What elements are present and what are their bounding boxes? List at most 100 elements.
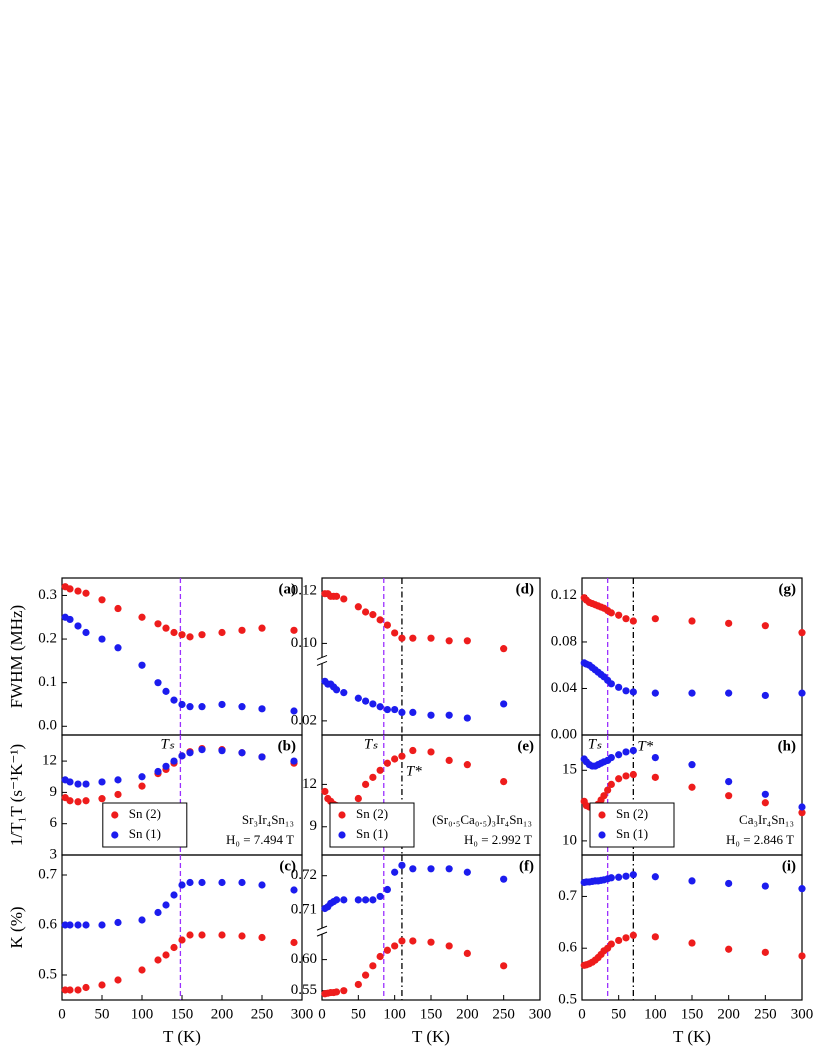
data-point [114,790,122,799]
data-point [218,878,226,887]
x-tick-label: 300 [291,1006,314,1022]
data-point [332,592,341,600]
data-point [186,703,194,711]
axis-break-mark [316,654,328,660]
data-point [383,946,391,954]
sample-label: Sr₃Ir₄Sn₁₃ [242,812,294,827]
y-tick-label: 0.7 [38,866,57,882]
legend-label: Sn (2) [356,806,388,821]
data-point [629,871,637,879]
data-point [369,773,377,781]
data-point [607,753,615,762]
data-point [74,798,82,806]
x-tick-label: 50 [351,1006,366,1022]
y-tick-label: 0.55 [291,982,317,998]
data-point [238,703,246,711]
x-tick-label: 0 [318,1006,326,1022]
data-point [178,700,186,709]
data-point [340,896,348,904]
data-point [369,700,377,708]
data-point [162,762,170,770]
data-point [615,751,623,759]
data-point [463,714,471,722]
data-point [162,687,170,695]
data-point [258,933,266,942]
y-tick-label: 0.6 [558,940,577,956]
data-point [725,777,733,786]
data-point [688,939,696,947]
panel-label: (d) [516,581,534,597]
panel-frame [321,577,541,736]
data-point [332,896,341,904]
x-tick-label: 100 [644,1006,667,1022]
data-point [409,937,417,945]
panel: 0.00 0.04 0.08 0.12 (g) [551,577,806,742]
y-tick-label: 0.71 [291,902,317,918]
data-point [500,777,508,786]
data-point [238,749,246,757]
data-point [340,987,348,995]
data-point [391,629,399,637]
data-point [798,885,806,893]
reference-label: Tₛ [160,736,174,752]
data-point [74,622,82,630]
data-point [761,799,769,807]
data-point [383,885,391,894]
data-point [170,757,178,765]
data-point [186,878,194,887]
data-point [138,966,146,974]
data-point [651,933,659,941]
y-tick-label: 0.3 [38,587,57,603]
data-point [258,881,266,889]
data-point [114,604,122,613]
x-tick-label: 250 [492,1006,515,1022]
data-point [398,937,406,945]
x-tick-label: 250 [251,1006,274,1022]
data-point [198,703,206,711]
data-point [154,956,162,964]
reference-label: Tₛ [588,736,602,752]
data-point [600,792,608,800]
y-tick-label: 15 [562,762,577,778]
panel-label: (c) [279,858,296,874]
x-tick-label: 0 [578,1006,586,1022]
data-point [198,931,206,939]
data-point [615,936,623,945]
data-point [445,865,453,873]
data-point [798,809,806,817]
legend-label: Sn (1) [129,826,161,841]
data-point [178,881,186,889]
x-tick-label: 50 [611,1006,626,1022]
y-tick-label: 12 [42,753,57,769]
x-tick-label: 300 [529,1006,552,1022]
data-point [178,752,186,760]
x-tick-label: 150 [171,1006,194,1022]
data-point [66,986,74,994]
data-point [445,637,453,645]
data-point [383,621,391,629]
data-point [622,615,630,623]
legend-box [102,802,188,848]
y-tick-label: 0.12 [551,587,577,603]
data-point [629,770,637,779]
data-point [391,942,399,950]
panel: 9 12 (e) Tₛ T* Sn (2) Sn (1) (Sr₀.₅Ca₀.₅)₃Ir₄Sn… [302,734,541,856]
data-point [798,803,806,811]
legend-marker [598,831,606,839]
data-point [154,767,162,776]
data-point [607,680,615,688]
data-point [409,708,417,716]
data-point [445,711,453,719]
data-point [398,861,406,869]
y-tick-label: 3 [50,846,58,862]
panel-frame [321,854,541,1001]
panel: 0.5 0.6 0.7 0 50 100 150 200 250 300 T (K) (i) [558,854,813,1046]
x-axis-title: T (K) [673,1027,711,1046]
data-point [362,896,370,904]
data-point [332,686,341,694]
data-point [354,794,362,803]
data-point [622,772,630,780]
data-point [615,873,623,881]
data-point [725,792,733,800]
data-point [725,945,733,953]
